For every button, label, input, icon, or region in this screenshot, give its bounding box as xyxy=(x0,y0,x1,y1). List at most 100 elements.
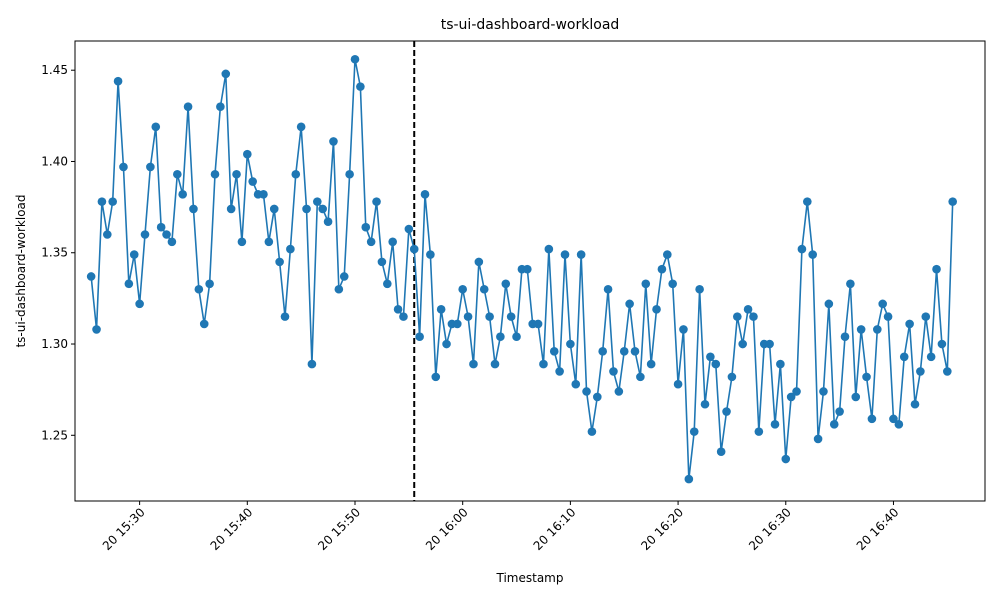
data-point xyxy=(485,312,494,321)
data-point xyxy=(210,169,220,179)
data-point xyxy=(916,367,925,376)
data-point xyxy=(189,204,198,214)
data-point xyxy=(313,197,322,206)
data-point xyxy=(846,279,855,289)
data-point xyxy=(684,474,694,484)
data-point xyxy=(366,237,376,247)
data-point xyxy=(205,279,214,289)
data-point xyxy=(296,122,306,132)
data-point xyxy=(835,407,844,416)
data-point xyxy=(582,387,591,396)
data-point xyxy=(113,76,123,86)
data-point xyxy=(926,352,936,362)
data-point xyxy=(641,279,651,289)
data-point xyxy=(463,312,473,321)
data-point xyxy=(630,347,640,356)
data-point xyxy=(97,197,107,206)
data-point xyxy=(243,149,252,159)
data-point xyxy=(910,399,920,409)
data-point xyxy=(194,284,204,294)
data-point xyxy=(706,352,715,362)
data-point xyxy=(856,325,866,334)
data-point xyxy=(399,312,408,321)
data-point xyxy=(490,359,500,369)
data-point xyxy=(372,197,381,206)
data-point xyxy=(921,312,931,321)
data-point xyxy=(506,312,516,321)
data-point xyxy=(108,197,117,206)
data-point xyxy=(124,279,134,289)
data-point xyxy=(291,169,301,179)
data-point xyxy=(878,299,887,309)
data-point xyxy=(458,284,467,294)
data-point xyxy=(932,264,941,274)
x-axis-title: Timestamp xyxy=(496,571,564,585)
data-point xyxy=(851,392,861,402)
data-point xyxy=(237,237,247,247)
data-point xyxy=(576,250,586,259)
data-point xyxy=(479,284,489,294)
data-point xyxy=(345,169,354,179)
data-point xyxy=(652,305,661,314)
data-point xyxy=(587,427,597,436)
data-point xyxy=(808,250,817,259)
data-point xyxy=(151,122,161,132)
data-point xyxy=(307,359,317,369)
y-tick-label: 1.40 xyxy=(41,154,68,168)
data-point xyxy=(415,332,424,342)
data-point xyxy=(722,407,731,416)
data-point xyxy=(792,387,801,396)
data-point xyxy=(323,217,333,227)
chart-title: ts-ui-dashboard-workload xyxy=(441,17,620,33)
data-point xyxy=(103,230,112,239)
data-point xyxy=(566,339,575,349)
data-point xyxy=(754,427,764,436)
data-point xyxy=(555,367,564,376)
axes-frame xyxy=(74,40,986,502)
data-point xyxy=(129,250,139,259)
y-tick-label: 1.35 xyxy=(41,246,68,260)
data-point xyxy=(167,237,177,247)
data-point xyxy=(619,347,629,356)
data-point xyxy=(469,359,478,369)
data-point xyxy=(426,250,435,259)
data-point xyxy=(899,352,909,362)
data-point xyxy=(474,257,484,267)
data-point xyxy=(533,319,543,329)
series-group xyxy=(86,54,957,484)
data-point xyxy=(716,447,726,457)
data-point xyxy=(409,244,419,254)
data-point xyxy=(711,359,721,369)
data-point xyxy=(286,244,295,254)
data-point xyxy=(226,204,236,214)
data-point xyxy=(776,359,785,369)
y-axis-ticks: 1.25 1.30 1.35 1.40 1.45 xyxy=(41,63,75,442)
data-point xyxy=(156,222,166,232)
data-point xyxy=(183,102,193,112)
data-point xyxy=(840,332,850,342)
data-point xyxy=(948,197,957,206)
data-point xyxy=(695,284,704,294)
data-point xyxy=(216,102,225,112)
data-point xyxy=(813,434,823,444)
data-point xyxy=(560,250,570,259)
data-point xyxy=(442,339,451,349)
data-point xyxy=(539,359,548,369)
data-point xyxy=(339,272,349,281)
y-tick-label: 1.30 xyxy=(41,337,68,351)
data-point xyxy=(673,379,683,389)
axes-spines xyxy=(74,40,986,502)
data-point xyxy=(657,264,667,274)
data-point xyxy=(636,372,645,382)
data-point xyxy=(889,414,898,424)
data-point xyxy=(135,299,144,309)
data-point xyxy=(700,399,710,409)
data-point xyxy=(318,204,327,214)
data-point xyxy=(598,347,607,356)
data-point xyxy=(663,250,672,259)
data-point xyxy=(571,379,581,389)
data-point xyxy=(679,325,688,334)
data-point xyxy=(797,244,807,254)
